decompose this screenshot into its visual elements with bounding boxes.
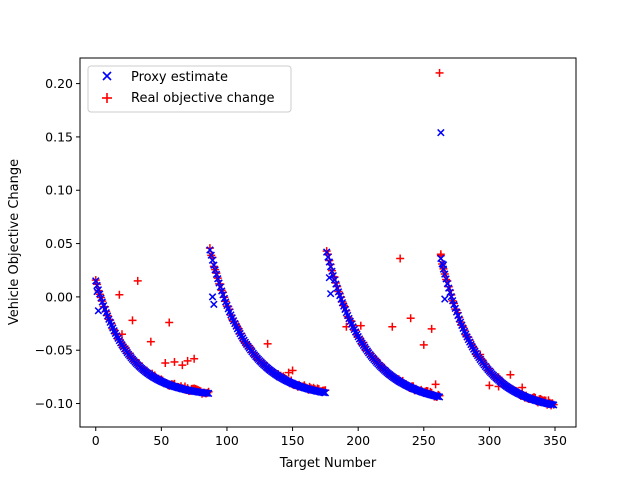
proxy-estimate-point xyxy=(328,267,336,275)
proxy-estimate-series xyxy=(92,128,558,409)
y-axis: −0.10 −0.05 0.00 0.05 0.10 0.15 0.20 xyxy=(35,76,80,411)
y-tick-label: 0.05 xyxy=(45,236,73,251)
proxy-estimate-point xyxy=(93,281,101,290)
real-objective-point xyxy=(518,383,527,392)
proxy-estimate-point xyxy=(206,246,214,254)
legend: Proxy estimate Real objective change xyxy=(87,65,292,113)
legend-marker-real xyxy=(102,93,112,103)
proxy-estimate-point xyxy=(446,288,454,297)
real-objective-point xyxy=(133,276,142,285)
real-objective-point xyxy=(485,381,494,390)
x-tick-label: 300 xyxy=(477,433,501,448)
real-objective-point xyxy=(128,316,137,325)
y-tick-label: 0.00 xyxy=(45,289,73,304)
proxy-estimate-point xyxy=(439,261,448,269)
x-axis: 0 50 100 150 200 250 300 350 xyxy=(92,427,567,448)
plot-frame xyxy=(79,57,577,428)
real-objective-point xyxy=(419,340,428,349)
y-tick-label: 0.15 xyxy=(45,129,73,144)
proxy-estimate-point xyxy=(549,401,558,409)
proxy-estimate-point xyxy=(443,279,452,288)
proxy-estimate-point xyxy=(330,276,339,284)
proxy-estimate-point xyxy=(204,389,213,398)
y-axis-label: Vehicle Objective Change xyxy=(7,159,22,325)
real-objective-point xyxy=(431,380,440,389)
proxy-estimate-point xyxy=(212,270,221,279)
x-tick-label: 150 xyxy=(281,433,305,448)
y-tick-label: 0.20 xyxy=(45,76,73,91)
proxy-estimate-point xyxy=(320,388,328,397)
x-axis-label: Target Number xyxy=(279,456,377,471)
legend-label-real: Real objective change xyxy=(131,91,275,106)
x-tick-label: 0 xyxy=(92,433,100,448)
x-tick-label: 100 xyxy=(215,433,239,448)
real-objective-point xyxy=(115,290,124,299)
proxy-estimate-point xyxy=(435,393,444,401)
real-objective-point xyxy=(506,370,515,379)
real-objective-point xyxy=(190,354,199,363)
proxy-estimate-point xyxy=(326,289,335,298)
real-objective-point xyxy=(288,366,297,375)
proxy-estimate-point xyxy=(329,271,337,280)
proxy-estimate-point xyxy=(441,295,449,303)
real-objective-point xyxy=(165,318,174,327)
real-objective-point xyxy=(406,314,415,323)
real-objective-point xyxy=(356,321,365,330)
proxy-estimate-point xyxy=(93,287,101,296)
real-objective-point xyxy=(161,359,170,368)
proxy-estimate-point xyxy=(437,128,445,137)
proxy-estimate-point xyxy=(319,388,327,397)
proxy-estimate-point xyxy=(325,273,334,282)
real-objective-point xyxy=(183,356,192,365)
real-objective-point xyxy=(388,322,397,331)
proxy-estimate-point xyxy=(210,300,218,309)
proxy-estimate-point xyxy=(321,389,330,397)
real-objective-point xyxy=(170,357,179,366)
proxy-estimate-point xyxy=(202,389,210,397)
real-objective-point xyxy=(263,339,272,348)
proxy-estimate-point xyxy=(203,389,212,397)
x-tick-label: 50 xyxy=(153,433,169,448)
y-tick-label: −0.05 xyxy=(35,343,73,358)
y-tick-label: 0.10 xyxy=(45,183,73,198)
x-tick-label: 200 xyxy=(346,433,370,448)
real-objective-point xyxy=(396,254,405,263)
real-objective-point xyxy=(333,282,342,291)
y-tick-label: −0.10 xyxy=(35,396,73,411)
real-objective-point xyxy=(178,361,187,370)
proxy-estimate-point xyxy=(214,275,222,283)
proxy-estimate-point xyxy=(215,279,223,287)
x-tick-label: 350 xyxy=(543,433,567,448)
real-objective-point xyxy=(436,250,445,259)
legend-box xyxy=(87,65,292,113)
real-objective-point xyxy=(435,68,444,77)
proxy-estimate-point xyxy=(437,254,445,263)
legend-marker-proxy xyxy=(102,71,112,81)
proxy-estimate-point xyxy=(94,307,103,315)
proxy-estimate-point xyxy=(208,293,217,301)
real-objective-point xyxy=(146,337,155,346)
legend-label-proxy: Proxy estimate xyxy=(131,70,228,85)
real-objective-point xyxy=(427,324,436,333)
proxy-estimate-point xyxy=(444,284,453,292)
proxy-estimate-point xyxy=(447,292,456,301)
x-tick-label: 250 xyxy=(412,433,436,448)
